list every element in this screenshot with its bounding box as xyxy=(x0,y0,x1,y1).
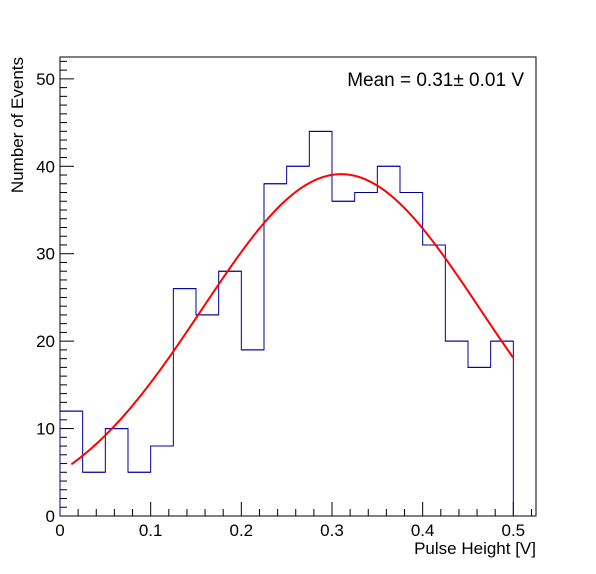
x-tick-label: 0.1 xyxy=(139,521,163,540)
y-axis-ticks: 0 10 20 30 40 50 xyxy=(36,60,74,526)
histogram-outline xyxy=(59,130,514,516)
x-tick-label: 0.5 xyxy=(502,521,526,540)
x-axis-title: Pulse Height [V] xyxy=(414,539,536,558)
y-axis-title: Number of Events xyxy=(8,57,27,193)
gaussian-fit-curve xyxy=(70,173,515,466)
x-tick-label: 0.3 xyxy=(320,521,344,540)
x-axis-ticks: 0 0.1 0.2 0.3 0.4 0.5 xyxy=(55,502,532,540)
x-tick-label: 0 xyxy=(55,521,64,540)
y-tick-label: 40 xyxy=(36,157,55,176)
fit-curve-layer xyxy=(70,173,515,466)
y-tick-label: 50 xyxy=(36,70,55,89)
y-tick-label: 10 xyxy=(36,420,55,439)
y-tick-label: 30 xyxy=(36,245,55,264)
histogram-layer xyxy=(59,130,514,516)
fit-mean-annotation: Mean = 0.31± 0.01 V xyxy=(347,70,524,91)
plot-frame xyxy=(59,56,537,517)
x-tick-label: 0.2 xyxy=(230,521,254,540)
y-tick-label: 0 xyxy=(46,507,55,526)
x-tick-label: 0.4 xyxy=(411,521,435,540)
y-tick-label: 20 xyxy=(36,332,55,351)
